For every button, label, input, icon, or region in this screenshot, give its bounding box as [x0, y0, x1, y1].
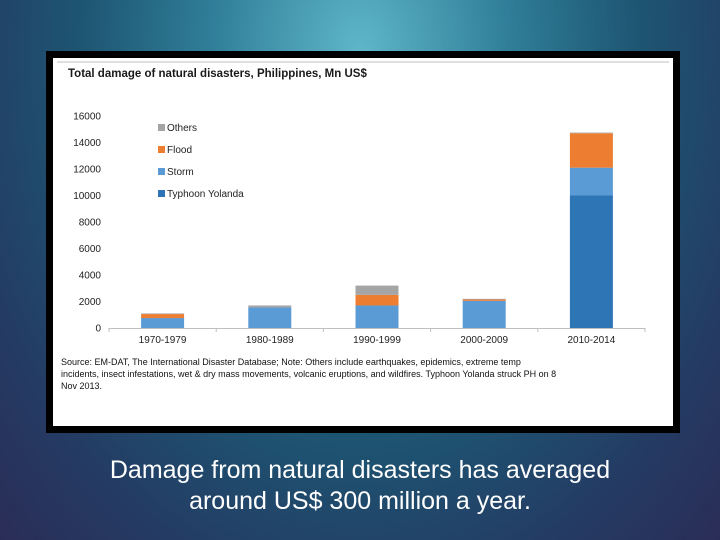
legend-label: Others: [167, 123, 197, 134]
bar-segment: [141, 314, 185, 319]
legend: Others Flood Storm Typhoon Yolanda: [158, 123, 244, 200]
chart-svg: Total damage of natural disasters, Phili…: [57, 61, 669, 391]
y-tick-label: 12000: [73, 165, 101, 176]
legend-swatch: [158, 168, 165, 175]
x-tick-label: 2000-2009: [460, 335, 508, 346]
x-axis-ticks: 1970-1979 1980-1989 1990-1999 2000-2009 2010…: [108, 328, 646, 346]
y-tick-label: 6000: [79, 244, 102, 255]
source-line-3: Nov 2013.: [61, 381, 102, 391]
caption: Damage from natural disasters has averag…: [40, 455, 680, 517]
bar-segment: [462, 299, 506, 301]
x-tick-label: 1990-1999: [353, 335, 401, 346]
bar-segment: [569, 195, 613, 328]
legend-swatch: [158, 190, 165, 197]
bar-segment: [569, 167, 613, 196]
legend-label: Storm: [167, 167, 194, 178]
x-tick-label: 1980-1989: [246, 335, 294, 346]
bar-segment: [141, 318, 185, 328]
legend-label: Flood: [167, 145, 192, 156]
bar-segment: [248, 305, 292, 308]
legend-label: Typhoon Yolanda: [167, 189, 244, 200]
bar-segment: [569, 132, 613, 134]
source-line-1: Source: EM-DAT, The International Disast…: [61, 357, 521, 367]
bar-segment: [248, 307, 292, 328]
bars: [141, 132, 613, 328]
caption-line-2: around US$ 300 million a year.: [189, 487, 531, 515]
caption-line-1: Damage from natural disasters has averag…: [109, 456, 611, 484]
y-tick-label: 0: [95, 324, 101, 335]
y-tick-label: 16000: [73, 112, 101, 123]
y-axis-ticks: 0 2000 4000 6000 8000 10000 12000 14000 16000: [73, 112, 101, 335]
legend-swatch: [158, 124, 165, 131]
y-tick-label: 8000: [79, 218, 102, 229]
bar-segment: [355, 285, 399, 295]
y-tick-label: 10000: [73, 191, 101, 202]
x-tick-label: 1970-1979: [139, 335, 187, 346]
bar-segment: [462, 298, 506, 300]
chart-title: Total damage of natural disasters, Phili…: [68, 68, 367, 80]
bar-segment: [141, 313, 185, 315]
y-tick-label: 2000: [79, 297, 102, 308]
source-line-2: incidents, insect infestations, wet & dr…: [61, 369, 556, 379]
bar-segment: [462, 300, 506, 328]
y-tick-label: 14000: [73, 138, 101, 149]
bar-segment: [355, 294, 399, 306]
x-tick-label: 2010-2014: [567, 335, 615, 346]
chart-panel: Total damage of natural disasters, Phili…: [53, 58, 673, 426]
legend-swatch: [158, 146, 165, 153]
y-tick-label: 4000: [79, 271, 102, 282]
bar-segment: [569, 133, 613, 168]
bar-segment: [355, 305, 399, 328]
